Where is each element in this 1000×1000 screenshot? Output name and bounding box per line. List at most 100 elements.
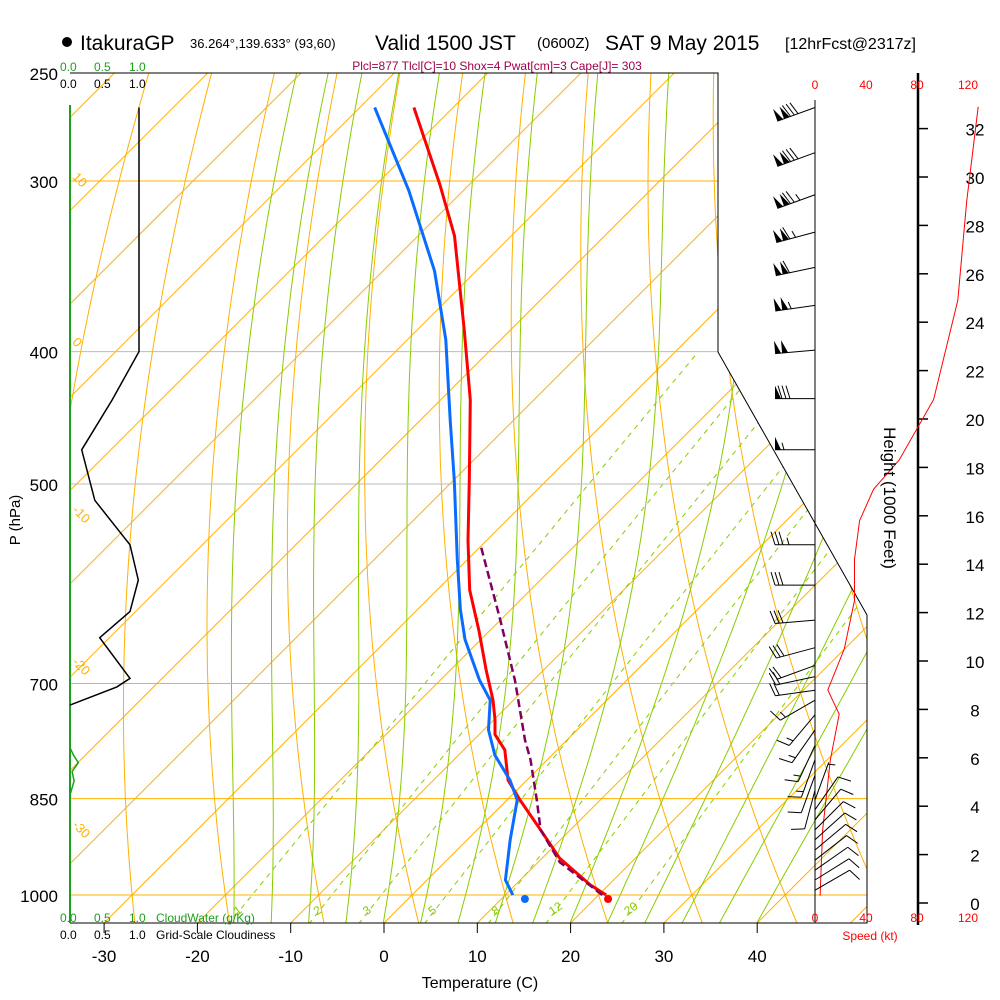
wind-barb-half-feather	[786, 737, 794, 742]
wind-barb	[784, 745, 816, 783]
wind-barb-half-feather	[786, 537, 790, 545]
isotherm-line	[102, 73, 867, 923]
wind-barb-pennant	[775, 385, 781, 399]
height-tick-label: 6	[970, 750, 979, 769]
wind-barb-pennant	[779, 193, 790, 206]
wind-barb	[776, 714, 816, 746]
wind-barb-feather	[785, 385, 791, 399]
wind-barb-half-feather	[781, 442, 785, 450]
stability-indices: Plcl=877 Tlcl[C]=10 Shox=4 Pwat[cm]=3 Ca…	[352, 59, 642, 73]
height-tick-label: 24	[966, 314, 985, 333]
wind-barb	[778, 729, 816, 764]
wind-barb	[814, 846, 859, 871]
pressure-tick-label: 850	[30, 791, 58, 810]
isotherm-line	[382, 73, 867, 923]
isotherm-label: 0	[718, 229, 739, 251]
wind-barb	[814, 812, 857, 841]
pressure-tick-label: 400	[30, 344, 58, 363]
wind-barb-feather	[770, 571, 776, 586]
cloudwater-bottom-label-1: 0.5	[94, 911, 111, 925]
station-coords: 36.264°,139.633° (93,60)	[190, 36, 336, 51]
wind-barb	[787, 774, 816, 814]
wind-barb-stem	[775, 304, 816, 312]
x-tick-label: 10	[468, 947, 487, 966]
moist-adiabat-line	[307, 73, 368, 923]
x-tick-label: 30	[654, 947, 673, 966]
wind-barb-stem	[775, 349, 816, 355]
wind-barb-stem	[814, 812, 846, 841]
cloudiness-top-label-2: 1.0	[129, 77, 146, 91]
wind-barb-pennant	[779, 151, 790, 164]
wind-barb-feather	[774, 571, 780, 586]
wind-barb	[774, 340, 816, 355]
utc-time: (0600Z)	[537, 35, 590, 52]
height-tick-label: 16	[966, 508, 985, 527]
mixing-ratio-label: 12	[546, 899, 565, 918]
isotherm-line	[196, 73, 867, 923]
wind-barb-pennant	[773, 154, 784, 167]
wind-barb-pennant	[780, 297, 789, 310]
height-tick-label: 10	[966, 653, 985, 672]
wind-barb-feather	[773, 682, 780, 696]
wind-barb-feather	[847, 846, 859, 856]
wind-barb-pennant	[773, 298, 782, 311]
wind-barb-pennant	[781, 340, 789, 353]
pressure-tick-label: 500	[30, 476, 58, 495]
moist-adiabat-line	[230, 73, 303, 923]
pressure-tick-label: 700	[30, 675, 58, 694]
mixing-ratio-label: 8	[489, 903, 503, 918]
wind-barb-stem	[800, 774, 816, 813]
wind-barb-stem	[777, 152, 816, 167]
wind-barb-feather	[778, 758, 793, 764]
moist-adiabat-line	[531, 73, 671, 923]
speed-tick-label-top: 120	[958, 78, 978, 92]
wind-barb-pennant	[775, 436, 781, 450]
speed-tick-label-bottom: 120	[958, 911, 978, 925]
wind-barb	[773, 227, 816, 243]
isotherm-line	[476, 73, 867, 923]
wind-barb	[814, 823, 858, 851]
pressure-tick-label: 300	[30, 173, 58, 192]
x-tick-label: -20	[185, 947, 210, 966]
x-tick-label: -30	[92, 947, 117, 966]
wind-barb-feather	[778, 571, 784, 586]
wind-barb-feather	[785, 191, 795, 203]
y-axis-title: P (hPa)	[7, 495, 24, 546]
wind-speed-profile-line	[819, 106, 979, 896]
isotherm-line	[70, 73, 513, 923]
dry-adiabat-line	[647, 73, 798, 923]
wind-barb-stem	[775, 689, 816, 697]
wind-barb-feather	[837, 776, 852, 782]
forecast-info: [12hrFcst@2317z]	[785, 36, 916, 53]
wind-barb-feather	[770, 531, 776, 545]
wind-barb	[773, 297, 816, 312]
speed-tick-label-bottom: 40	[859, 911, 873, 925]
wind-barb-feather	[778, 531, 784, 545]
wind-barb-stem	[814, 846, 849, 871]
wind-barb-stem	[777, 107, 816, 122]
parcel-trace	[479, 544, 604, 896]
isotherm-line	[70, 73, 606, 923]
wind-barb-feather	[781, 385, 787, 399]
wind-barb-stem	[780, 699, 816, 721]
x-tick-label: 0	[379, 947, 388, 966]
cloudiness-bottom-label-2: 1.0	[129, 928, 146, 942]
wind-barb-stem	[814, 776, 839, 810]
moist-adiabat-line	[643, 73, 867, 923]
height-tick-label: 4	[970, 798, 979, 817]
station-name: ItakuraGP	[80, 32, 175, 55]
wind-barb-feather	[768, 646, 777, 659]
height-tick-label: 22	[966, 363, 985, 382]
wind-barb-half-feather	[795, 194, 801, 201]
wind-barb	[773, 102, 816, 122]
valid-time: Valid 1500 JST	[375, 32, 516, 55]
wind-barb-feather	[772, 666, 782, 679]
moist-adiabat-line	[681, 73, 867, 923]
wind-barb-feather	[777, 385, 783, 399]
wind-barb-feather	[772, 645, 781, 658]
wind-barb-feather	[787, 811, 802, 814]
height-tick-label: 28	[966, 217, 985, 236]
mixing-ratio-line	[487, 351, 867, 923]
isotherm-line	[755, 73, 867, 923]
